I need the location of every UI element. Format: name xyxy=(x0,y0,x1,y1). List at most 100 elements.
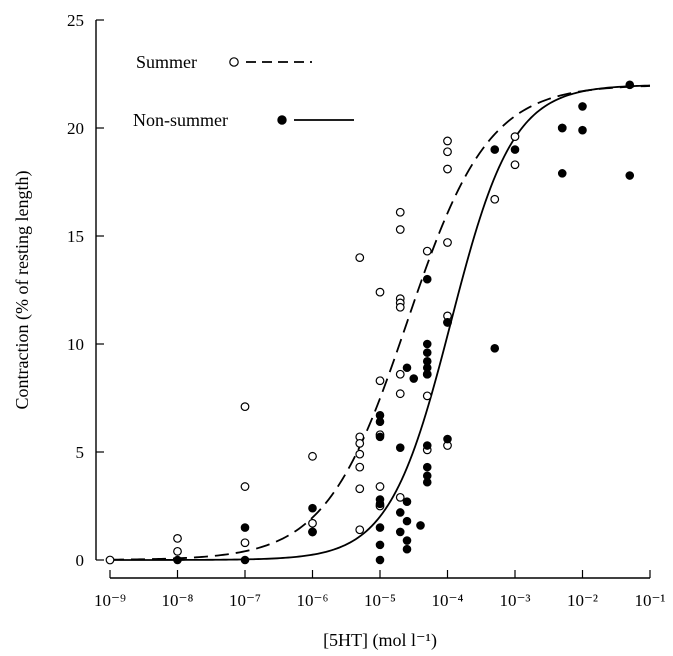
non-summer-point xyxy=(402,536,412,545)
summer-point xyxy=(510,132,520,142)
x-axis-label: [5HT] (mol l⁻¹) xyxy=(323,630,437,651)
summer-point xyxy=(395,369,405,379)
summer-point xyxy=(443,164,452,174)
non-summer-point xyxy=(402,363,412,373)
summer-point xyxy=(308,518,317,528)
summer-point xyxy=(443,238,452,247)
summer-point xyxy=(395,225,405,234)
legend-label-non-summer: Non-summer xyxy=(133,110,228,130)
x-tick-label: 10⁻¹ xyxy=(634,591,665,610)
non-summer-point xyxy=(375,523,385,532)
summer-point xyxy=(490,194,500,204)
summer-point xyxy=(355,438,365,448)
x-tick-label: 10⁻⁶ xyxy=(297,591,329,610)
non-summer-point xyxy=(395,508,405,517)
non-summer-point xyxy=(422,339,432,349)
non-summer-point xyxy=(395,527,405,537)
non-summer-point xyxy=(375,499,385,509)
legend-marker-summer xyxy=(229,57,239,67)
non-summer-point xyxy=(490,344,500,353)
data-points xyxy=(105,80,635,565)
summer-point xyxy=(355,462,365,472)
axes xyxy=(95,20,650,579)
summer-point xyxy=(395,492,405,502)
summer-point xyxy=(443,136,452,146)
x-ticks: 10⁻⁹ 10⁻⁸ 10⁻⁷ 10⁻⁶ 10⁻⁵ 10⁻⁴ 10⁻³ 10⁻² 10⁻¹ xyxy=(94,570,666,610)
summer-point xyxy=(443,147,452,157)
non-summer-point xyxy=(395,443,405,452)
non-summer-point xyxy=(308,527,317,537)
legend: Summer Non-summer xyxy=(133,52,354,130)
non-summer-point xyxy=(443,318,452,327)
non-summer-point xyxy=(510,145,520,154)
y-tick-label: 0 xyxy=(76,551,85,570)
non-summer-point xyxy=(240,555,250,565)
y-tick-label: 15 xyxy=(67,227,84,246)
summer-point xyxy=(395,302,405,312)
non-summer-point xyxy=(375,555,385,565)
non-summer-point xyxy=(402,497,412,506)
non-summer-point xyxy=(240,523,250,532)
non-summer-point xyxy=(422,477,432,487)
non-summer-point xyxy=(443,434,452,444)
legend-label-summer: Summer xyxy=(136,52,197,72)
non-summer-point xyxy=(402,544,412,554)
non-summer-point xyxy=(422,274,432,284)
non-summer-point xyxy=(402,516,412,526)
summer-point xyxy=(422,391,432,401)
summer-point xyxy=(173,546,182,556)
x-tick-label: 10⁻⁹ xyxy=(94,591,126,610)
summer-point xyxy=(105,555,115,565)
x-tick-label: 10⁻⁴ xyxy=(432,591,464,610)
y-ticks: 0 5 10 15 20 25 xyxy=(67,11,104,570)
summer-point xyxy=(173,534,182,543)
y-axis-label: Contraction (% of resting length) xyxy=(12,171,33,410)
x-tick-label: 10⁻⁵ xyxy=(364,591,396,610)
fit-curves xyxy=(109,84,651,561)
summer-point xyxy=(375,287,385,297)
summer-point xyxy=(240,482,250,491)
non-summer-point xyxy=(422,441,432,450)
x-tick-label: 10⁻² xyxy=(567,591,598,610)
x-tick-label: 10⁻⁸ xyxy=(162,591,194,610)
summer-point xyxy=(355,525,365,535)
legend-marker-non-summer xyxy=(277,115,287,125)
non-summer-point xyxy=(557,169,567,178)
fit-curve-non-summer xyxy=(110,84,651,561)
non-summer-point xyxy=(625,171,635,180)
summer-point xyxy=(395,207,405,217)
summer-point xyxy=(355,449,365,459)
y-tick-label: 25 xyxy=(67,11,84,30)
non-summer-point xyxy=(375,432,385,442)
x-tick-label: 10⁻³ xyxy=(499,591,530,610)
non-summer-point xyxy=(422,369,432,379)
summer-point xyxy=(375,482,385,491)
non-summer-point xyxy=(578,125,587,135)
summer-point xyxy=(240,402,250,412)
summer-point xyxy=(308,451,317,461)
non-summer-point xyxy=(422,348,432,357)
non-summer-point xyxy=(625,80,635,90)
non-summer-point xyxy=(409,374,419,383)
non-summer-point xyxy=(173,555,182,565)
y-tick-label: 20 xyxy=(67,119,84,138)
x-tick-label: 10⁻⁷ xyxy=(229,591,261,610)
y-tick-label: 10 xyxy=(67,335,84,354)
fit-curve-summer xyxy=(109,85,651,561)
summer-point xyxy=(375,376,385,386)
summer-point xyxy=(355,253,365,263)
non-summer-point xyxy=(422,462,432,472)
non-summer-point xyxy=(557,123,567,133)
non-summer-point xyxy=(416,521,425,530)
summer-point xyxy=(395,389,405,399)
non-summer-point xyxy=(375,417,385,427)
summer-point xyxy=(510,160,520,170)
non-summer-point xyxy=(375,540,385,550)
y-tick-label: 5 xyxy=(76,443,85,462)
summer-point xyxy=(355,484,365,494)
summer-point xyxy=(422,246,432,256)
non-summer-point xyxy=(578,102,587,111)
non-summer-point xyxy=(308,503,317,513)
non-summer-point xyxy=(490,145,500,154)
